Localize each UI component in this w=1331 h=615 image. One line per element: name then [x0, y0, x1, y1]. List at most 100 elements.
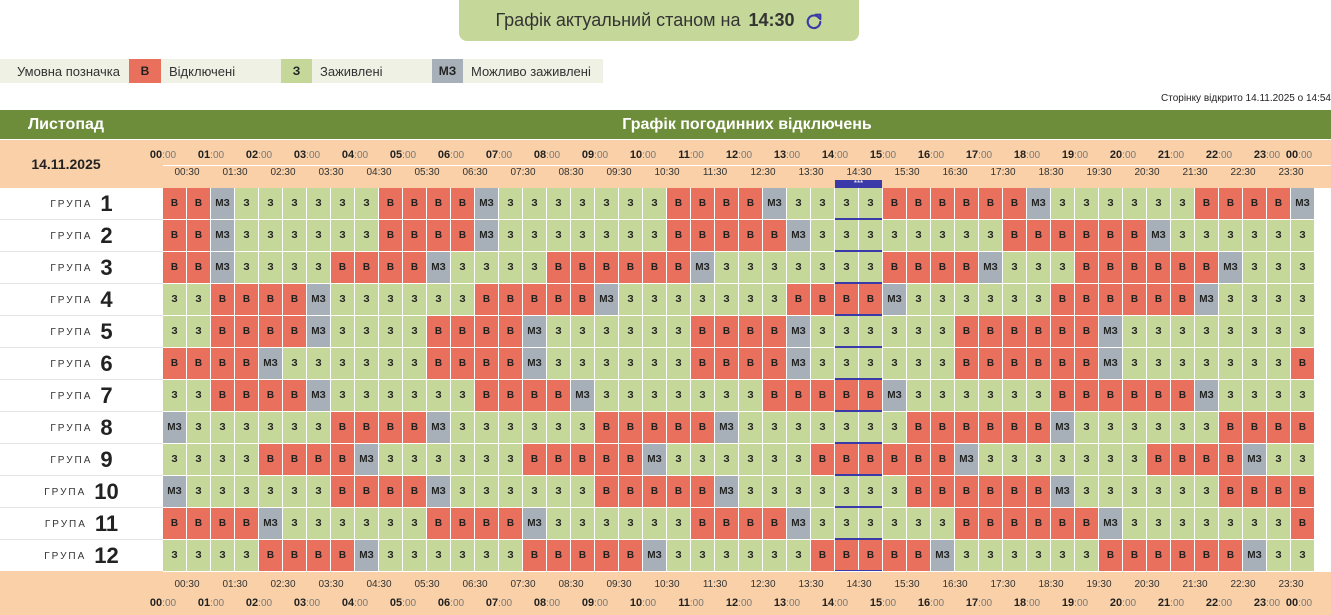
schedule-cell: З: [1243, 380, 1267, 411]
schedule-cell: З: [331, 284, 355, 315]
schedule-cell: В: [475, 380, 499, 411]
schedule-cell: З: [235, 252, 259, 283]
hour-number: 22: [1205, 597, 1219, 609]
schedule-cell: З: [907, 508, 931, 539]
schedule-cell: В: [691, 316, 715, 347]
half-hour-label: 05:30: [414, 167, 440, 178]
hour-number: 16: [917, 597, 931, 609]
hour-label: 05:00: [389, 597, 417, 609]
schedule-cell: З: [571, 316, 595, 347]
schedule-cell: В: [451, 508, 475, 539]
schedule-cell: В: [163, 508, 187, 539]
current-time-line: [835, 218, 882, 220]
schedule-cell: З: [1075, 444, 1099, 475]
schedule-cell: В: [1051, 348, 1075, 379]
schedule-cell: З: [355, 316, 379, 347]
schedule-cell: В: [571, 252, 595, 283]
schedule-cell: З: [403, 540, 427, 571]
schedule-cell: МЗ: [475, 188, 499, 219]
schedule-cell: МЗ: [259, 348, 283, 379]
schedule-cell: З: [1027, 444, 1051, 475]
schedule-cell: МЗ: [307, 284, 331, 315]
hour-label: 18:00: [1013, 597, 1041, 609]
schedule-cell: З: [451, 444, 475, 475]
schedule-cell: З: [715, 284, 739, 315]
schedule-cell: З: [931, 508, 955, 539]
schedule-cell: З: [379, 284, 403, 315]
half-hour-label: 09:30: [606, 579, 632, 590]
schedule-cell: МЗ: [523, 508, 547, 539]
schedule-cell: З: [1267, 348, 1291, 379]
schedule-cell: З: [835, 412, 859, 443]
schedule-cell: З: [403, 348, 427, 379]
hour-number: 20: [1109, 149, 1123, 161]
hour-number: 12: [725, 149, 739, 161]
hour-label: 02:00: [245, 149, 273, 161]
schedule-cell: МЗ: [1243, 444, 1267, 475]
schedule-cell: МЗ: [211, 188, 235, 219]
half-hour-label: 05:30: [414, 579, 440, 590]
schedule-cell: З: [835, 476, 859, 507]
hour-number: 14: [821, 149, 835, 161]
legend-off-label: Відключені: [161, 59, 281, 83]
hour-label: 02:00: [245, 597, 273, 609]
half-hour-label: 00:30: [174, 579, 200, 590]
schedule-cell: В: [739, 508, 763, 539]
schedule-cell: В: [739, 348, 763, 379]
schedule-cell: З: [187, 380, 211, 411]
schedule-cell: З: [307, 476, 331, 507]
schedule-cell: З: [859, 316, 883, 347]
schedule-cell: В: [763, 220, 787, 251]
hour-number: 08: [533, 597, 547, 609]
schedule-cell: В: [427, 316, 451, 347]
schedule-cell: В: [211, 316, 235, 347]
schedule-cell: З: [379, 348, 403, 379]
schedule-cell: В: [907, 412, 931, 443]
schedule-cell: В: [715, 508, 739, 539]
schedule-cell: З: [235, 188, 259, 219]
current-time-line: [835, 250, 882, 252]
hour-label: 07:00: [485, 149, 513, 161]
schedule-cell: МЗ: [355, 540, 379, 571]
schedule-cell: З: [595, 220, 619, 251]
schedule-cell: МЗ: [307, 316, 331, 347]
half-hour-label: 06:30: [462, 167, 488, 178]
schedule-cell: З: [1243, 508, 1267, 539]
schedule-cell: В: [763, 316, 787, 347]
hour-number: 22: [1205, 149, 1219, 161]
hour-label: 09:00: [581, 149, 609, 161]
schedule-cell: З: [859, 348, 883, 379]
schedule-cell: З: [547, 476, 571, 507]
schedule-cell: В: [787, 380, 811, 411]
hour-number: 03: [293, 149, 307, 161]
schedule-cell: В: [835, 284, 859, 315]
schedule-cell: В: [331, 476, 355, 507]
schedule-cell: В: [1219, 188, 1243, 219]
schedule-cell: З: [379, 444, 403, 475]
hour-number: 18: [1013, 149, 1027, 161]
schedule-cell: З: [475, 252, 499, 283]
schedule-cell: З: [331, 508, 355, 539]
schedule-cell: З: [1267, 220, 1291, 251]
hour-label: 03:00: [293, 149, 321, 161]
schedule-cell: В: [1075, 380, 1099, 411]
schedule-cell: В: [691, 508, 715, 539]
hour-label: 12:00: [725, 149, 753, 161]
half-hour-label: 23:30: [1278, 167, 1304, 178]
schedule-cell: З: [1003, 284, 1027, 315]
schedule-cell: З: [283, 220, 307, 251]
schedule-cell: З: [931, 284, 955, 315]
hour-label: 01:00: [197, 597, 225, 609]
schedule-cell: З: [811, 476, 835, 507]
hour-number: 10: [629, 149, 643, 161]
schedule-cell: З: [907, 316, 931, 347]
schedule-cell: З: [667, 348, 691, 379]
schedule-cell: З: [211, 476, 235, 507]
schedule-cell: З: [1123, 316, 1147, 347]
schedule-cell: В: [403, 220, 427, 251]
group-label: ГРУПА 2: [0, 220, 163, 252]
refresh-icon[interactable]: [805, 12, 823, 30]
hour-number: 04: [341, 149, 355, 161]
schedule-cell: В: [715, 348, 739, 379]
schedule-cell: З: [859, 412, 883, 443]
